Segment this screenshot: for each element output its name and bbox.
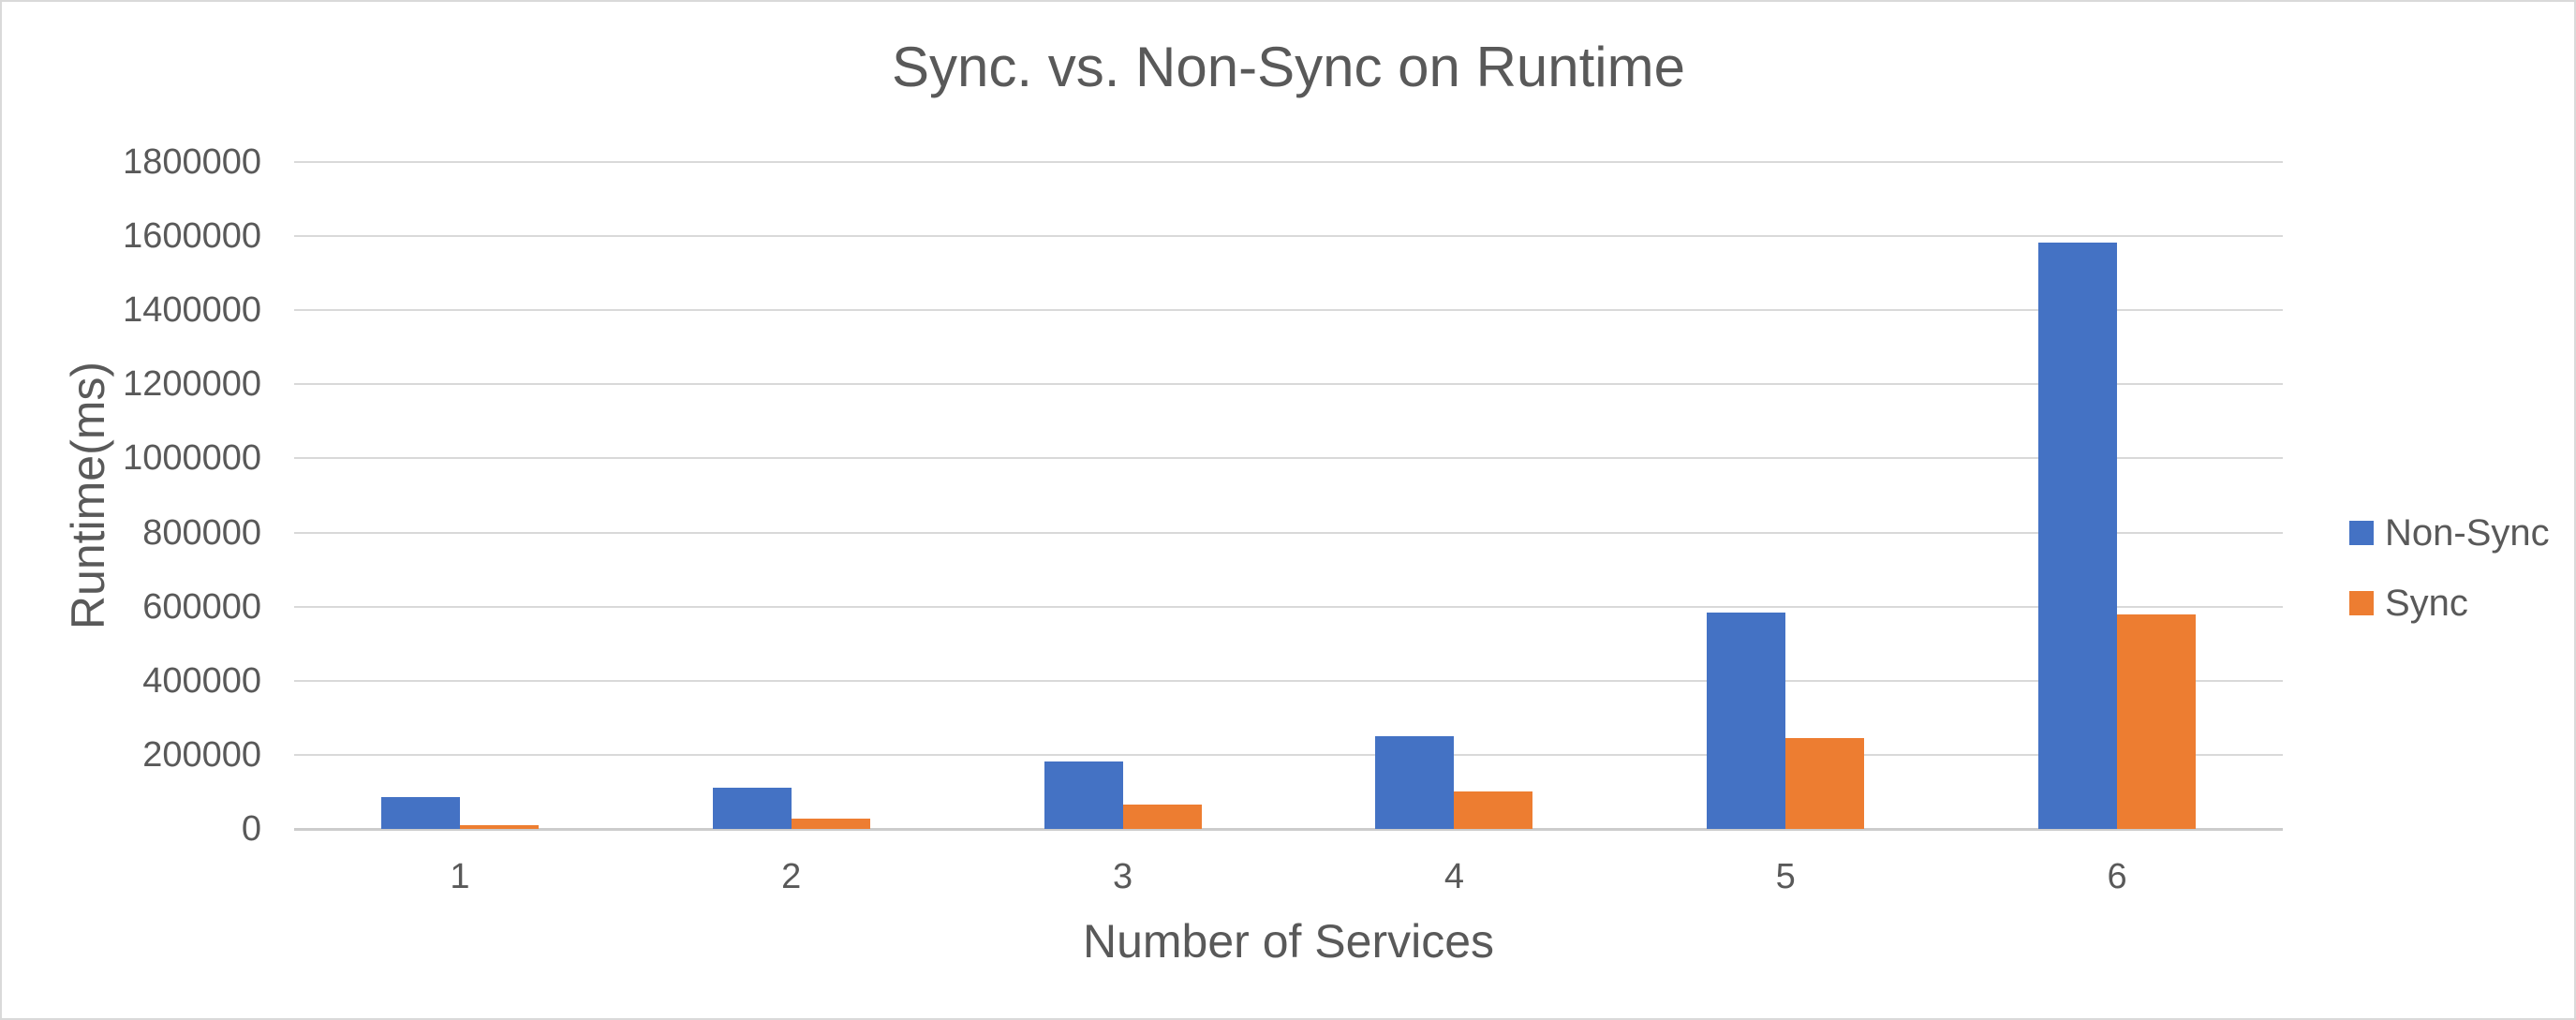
gridline — [294, 161, 2283, 163]
y-tick-label: 0 — [241, 809, 261, 849]
x-axis-line — [294, 828, 2283, 831]
bar-sync-4 — [1454, 791, 1533, 829]
gridline — [294, 531, 2283, 534]
gridline — [294, 679, 2283, 682]
y-tick-label: 400000 — [142, 660, 261, 701]
y-tick-label: 800000 — [142, 512, 261, 553]
y-tick-label: 1200000 — [123, 364, 261, 405]
y-tick-label: 200000 — [142, 734, 261, 775]
bar-sync-1 — [459, 824, 539, 829]
y-axis-title: Runtime(ms) — [62, 361, 114, 630]
bar-non-sync-1 — [380, 797, 460, 829]
legend-swatch-icon — [2349, 521, 2374, 545]
bar-non-sync-5 — [1707, 612, 1786, 829]
x-tick-label: 5 — [1775, 857, 1796, 896]
bar-non-sync-3 — [1044, 761, 1123, 829]
gridline — [294, 753, 2283, 756]
x-tick-label: 2 — [781, 857, 802, 896]
bar-non-sync-2 — [712, 787, 792, 829]
bar-non-sync-4 — [1375, 735, 1455, 829]
legend: Non-Sync Sync — [2349, 511, 2550, 625]
y-tick-label: 1800000 — [123, 142, 261, 182]
gridline — [294, 309, 2283, 312]
y-tick-label: 1000000 — [123, 438, 261, 479]
x-tick-label: 3 — [1113, 857, 1133, 896]
bar-sync-5 — [1785, 738, 1865, 829]
y-tick-label: 1400000 — [123, 290, 261, 331]
chart-title: Sync. vs. Non-Sync on Runtime — [891, 36, 1685, 98]
y-tick-label: 1600000 — [123, 216, 261, 257]
bar-non-sync-6 — [2038, 243, 2118, 829]
gridline — [294, 457, 2283, 460]
gridline — [294, 605, 2283, 608]
x-tick-label: 4 — [1443, 857, 1464, 896]
legend-swatch-icon — [2349, 591, 2374, 615]
x-tick-label: 1 — [450, 857, 470, 896]
y-tick-label: 600000 — [142, 586, 261, 627]
x-axis-title: Number of Services — [1082, 915, 1495, 968]
gridline — [294, 235, 2283, 238]
legend-label: Non-Sync — [2385, 512, 2550, 554]
gridline — [294, 383, 2283, 386]
bar-sync-2 — [791, 818, 870, 829]
x-tick-label: 6 — [2107, 857, 2127, 896]
bar-sync-6 — [2117, 614, 2197, 829]
legend-label: Sync — [2385, 583, 2468, 624]
legend-item-non-sync: Non-Sync — [2349, 511, 2550, 554]
bar-sync-3 — [1122, 804, 1202, 829]
legend-item-sync: Sync — [2349, 582, 2550, 625]
plot-area: 0 200000 400000 600000 800000 1000000 1200000 1… — [123, 144, 2283, 896]
